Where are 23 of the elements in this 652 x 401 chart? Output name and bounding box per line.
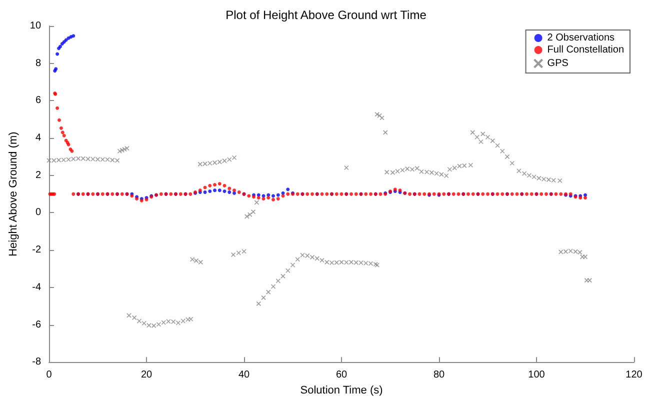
y-tick-label: 0 <box>35 207 42 218</box>
x-axis-title: Solution Time (s) <box>300 384 383 396</box>
y-tick-label: -2 <box>32 244 42 256</box>
y-tick-label: 4 <box>35 132 42 144</box>
x-tick-label: 80 <box>433 370 446 381</box>
y-axis-title: Height Above Ground (m) <box>8 132 20 256</box>
y-tick-label: 8 <box>35 58 42 69</box>
y-tick-label: -8 <box>32 356 42 368</box>
x-tick-label: 40 <box>238 370 250 381</box>
chart-title: Plot of Height Above Ground wrt Time <box>226 8 427 22</box>
x-tick-label: 100 <box>528 370 546 381</box>
x-tick-label: 20 <box>140 370 153 381</box>
y-tick-label: -4 <box>32 282 42 293</box>
x-tick-label: 0 <box>46 370 52 381</box>
x-tick-label: 60 <box>336 370 348 381</box>
y-tick-label: 10 <box>30 20 42 32</box>
legend-label: 2 Observations <box>547 32 615 44</box>
legend-label: GPS <box>547 58 569 69</box>
legend-label: Full Constellation <box>547 44 624 56</box>
y-tick-label: -6 <box>32 319 42 330</box>
x-tick-label: 120 <box>626 370 643 381</box>
y-tick-label: 6 <box>35 95 42 106</box>
y-tick-label: 2 <box>35 170 42 181</box>
